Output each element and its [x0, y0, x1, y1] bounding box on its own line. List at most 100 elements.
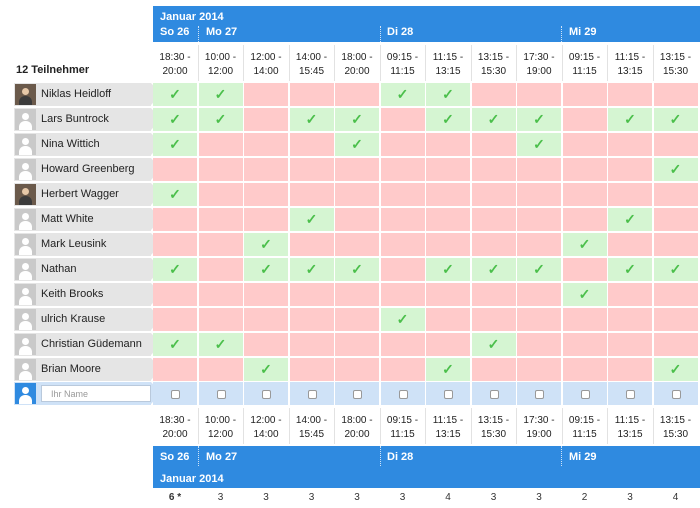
- vote-yes-cell: ✓: [653, 358, 698, 381]
- footer-bar: So 26 Mo 27 Di 28 Mi 29 Januar 2014: [153, 446, 700, 488]
- header-day-di28: Di 28: [387, 26, 414, 38]
- vote-no-cell: [471, 308, 516, 331]
- vote-no-cell: [153, 283, 197, 306]
- vote-no-cell: [289, 358, 334, 381]
- slot-total: 3: [490, 492, 497, 503]
- participant-name: Lars Buntrock: [41, 113, 109, 125]
- user-icon: [15, 359, 36, 380]
- slot-checkbox[interactable]: [398, 389, 408, 399]
- vote-no-cell: [471, 233, 516, 256]
- slot-checkbox[interactable]: [262, 389, 271, 399]
- column-divider: [379, 408, 381, 444]
- vote-no-cell: [562, 358, 607, 381]
- vote-yes-cell: ✓: [471, 108, 516, 131]
- column-divider: [288, 408, 290, 444]
- slot-total: 3: [536, 492, 542, 503]
- slot-checkbox-cell: [426, 382, 470, 405]
- vote-no-cell: [198, 258, 243, 281]
- vote-no-cell: [153, 208, 197, 231]
- slot-checkbox[interactable]: [444, 389, 453, 399]
- check-icon: ✓: [624, 261, 636, 277]
- vote-yes-cell: ✓: [244, 358, 288, 381]
- slot-checkbox[interactable]: [489, 389, 499, 399]
- slot-checkbox-cell: [289, 382, 334, 405]
- header-day-mi29: Mi 29: [569, 26, 597, 38]
- participant-name: Niklas Heidloff: [41, 88, 112, 100]
- check-icon: ✓: [169, 186, 181, 202]
- vote-no-cell: [471, 83, 516, 106]
- vote-yes-cell: ✓: [198, 333, 243, 356]
- vote-yes-cell: ✓: [517, 133, 561, 156]
- participant-row: Niklas Heidloff: [14, 83, 161, 106]
- participant-name: Howard Greenberg: [41, 163, 135, 175]
- vote-no-cell: [244, 208, 288, 231]
- vote-yes-cell: ✓: [289, 208, 334, 231]
- column-divider: [425, 408, 426, 444]
- day-divider: [561, 26, 562, 42]
- column-divider: [334, 408, 335, 444]
- column-divider: [652, 408, 654, 444]
- vote-yes-cell: ✓: [608, 258, 652, 281]
- user-icon: [15, 134, 36, 155]
- vote-no-cell: [426, 283, 470, 306]
- vote-no-cell: [289, 183, 334, 206]
- slot-checkbox[interactable]: [353, 389, 362, 399]
- day-divider: [380, 446, 381, 466]
- vote-no-cell: [471, 133, 516, 156]
- vote-yes-cell: ✓: [653, 158, 698, 181]
- new-participant-row: [14, 382, 161, 405]
- participant-name: Christian Güdemann: [41, 338, 142, 350]
- slot-checkbox[interactable]: [535, 389, 544, 399]
- vote-yes-cell: ✓: [380, 83, 425, 106]
- vote-no-cell: [562, 208, 607, 231]
- check-icon: ✓: [578, 236, 591, 252]
- time-slot-label: 17:30 - 19:00: [523, 52, 555, 77]
- slot-checkbox-cell: [653, 382, 698, 405]
- column-divider: [425, 45, 426, 81]
- vote-no-cell: [608, 133, 652, 156]
- user-icon: [15, 159, 36, 180]
- vote-no-cell: [289, 283, 334, 306]
- vote-no-cell: [517, 183, 561, 206]
- check-icon: ✓: [533, 136, 545, 152]
- vote-no-cell: [471, 283, 516, 306]
- check-icon: ✓: [396, 86, 409, 102]
- vote-no-cell: [289, 333, 334, 356]
- check-icon: ✓: [169, 111, 181, 127]
- slot-checkbox[interactable]: [580, 389, 590, 399]
- vote-no-cell: [471, 158, 516, 181]
- time-slot-label: 17:30 - 19:00: [523, 415, 555, 440]
- check-icon: ✓: [351, 111, 363, 127]
- time-slot-label: 13:15 - 15:30: [659, 52, 692, 77]
- vote-no-cell: [289, 158, 334, 181]
- time-slot-label: 09:15 - 11:15: [386, 415, 419, 440]
- column-divider: [470, 408, 472, 444]
- time-slot-label: 11:15 - 13:15: [432, 415, 464, 440]
- vote-no-cell: [380, 233, 425, 256]
- vote-yes-cell: ✓: [426, 258, 470, 281]
- vote-yes-cell: ✓: [153, 108, 197, 131]
- slot-checkbox[interactable]: [216, 389, 226, 399]
- footer-day-so26: So 26: [160, 451, 190, 463]
- vote-no-cell: [335, 208, 379, 231]
- check-icon: ✓: [260, 361, 272, 377]
- vote-yes-cell: ✓: [335, 133, 379, 156]
- time-slot-label: 11:15 - 13:15: [614, 52, 646, 77]
- name-input[interactable]: [41, 385, 151, 402]
- slot-checkbox[interactable]: [626, 389, 635, 399]
- slot-checkbox[interactable]: [307, 389, 317, 399]
- vote-no-cell: [608, 308, 652, 331]
- slot-checkbox[interactable]: [671, 389, 681, 399]
- vote-no-cell: [244, 308, 288, 331]
- column-divider: [243, 408, 244, 444]
- slot-checkbox-cell: [335, 382, 379, 405]
- vote-no-cell: [244, 283, 288, 306]
- participant-row: ulrich Krause: [14, 308, 161, 331]
- vote-no-cell: [517, 233, 561, 256]
- vote-no-cell: [198, 183, 243, 206]
- slot-checkbox-cell: [517, 382, 561, 405]
- slot-checkbox-cell: [608, 382, 652, 405]
- vote-no-cell: [289, 308, 334, 331]
- slot-checkbox[interactable]: [171, 389, 180, 399]
- time-slot-label: 12:00 - 14:00: [250, 415, 282, 440]
